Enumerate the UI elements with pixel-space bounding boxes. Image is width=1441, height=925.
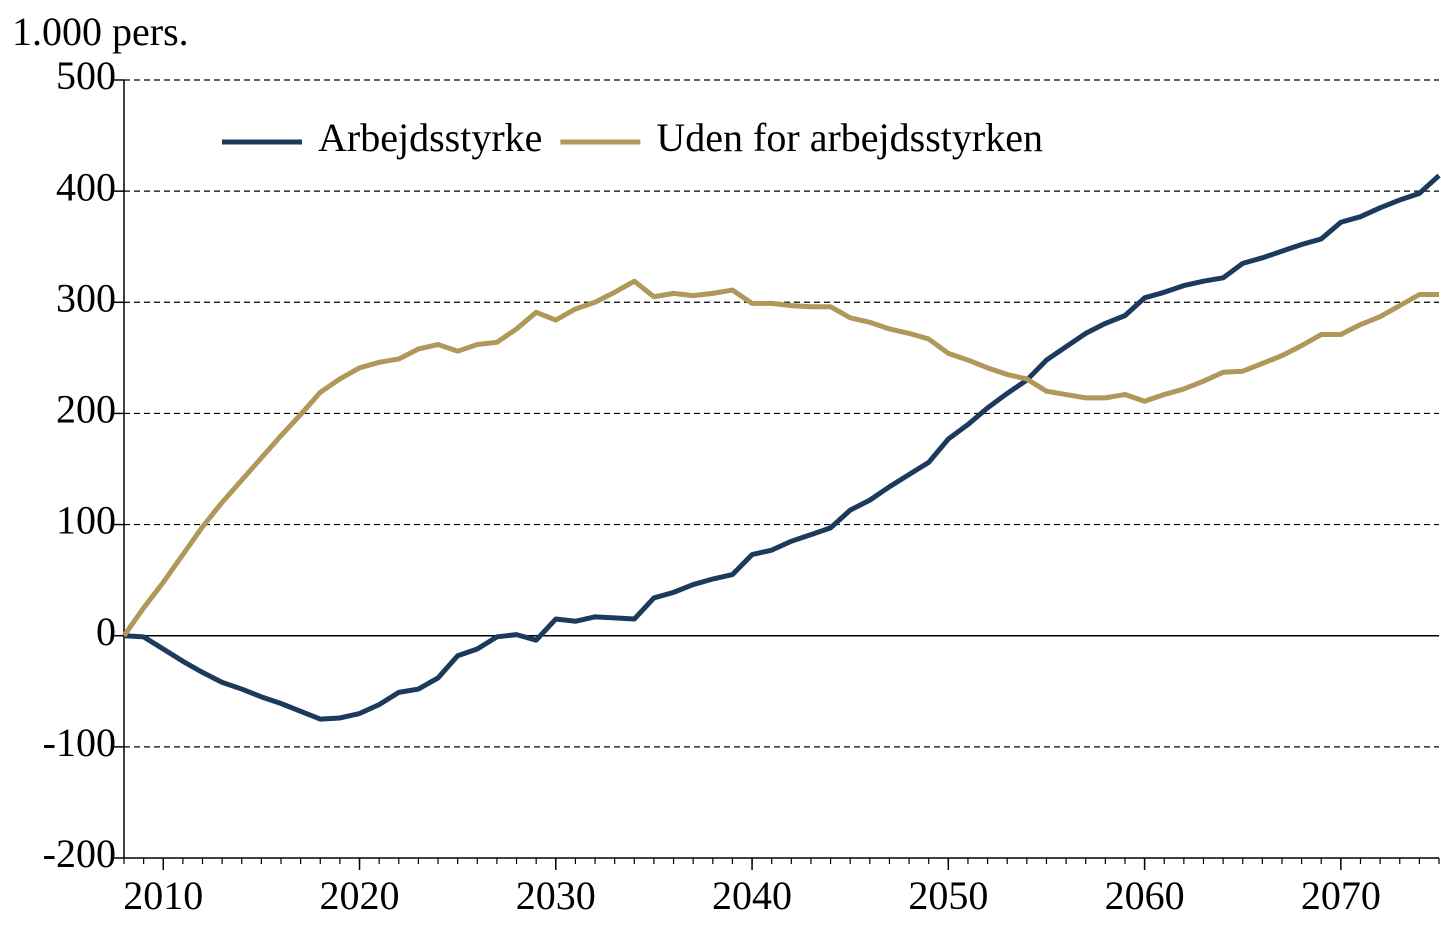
x-tick-label: 2030 — [516, 873, 596, 918]
y-axis-label: 1.000 pers. — [12, 9, 189, 54]
y-tick-label: 200 — [56, 387, 116, 432]
y-tick-label: 400 — [56, 164, 116, 209]
x-tick-label: 2060 — [1105, 873, 1185, 918]
y-tick-label: -100 — [43, 720, 116, 765]
x-tick-label: 2040 — [712, 873, 792, 918]
y-tick-label: 300 — [56, 275, 116, 320]
y-tick-label: -200 — [43, 831, 116, 876]
x-tick-label: 2010 — [123, 873, 203, 918]
x-tick-label: 2050 — [908, 873, 988, 918]
legend-label: Uden for arbejdsstyrken — [656, 115, 1043, 160]
line-series — [123, 173, 1441, 722]
x-tick-label: 2020 — [320, 873, 400, 918]
x-tick-label: 2070 — [1301, 873, 1381, 918]
y-tick-label: 0 — [96, 609, 116, 654]
line-series — [121, 278, 1439, 638]
legend-label: Arbejdsstyrke — [318, 115, 542, 160]
y-tick-label: 500 — [56, 53, 116, 98]
y-tick-label: 100 — [56, 498, 116, 543]
